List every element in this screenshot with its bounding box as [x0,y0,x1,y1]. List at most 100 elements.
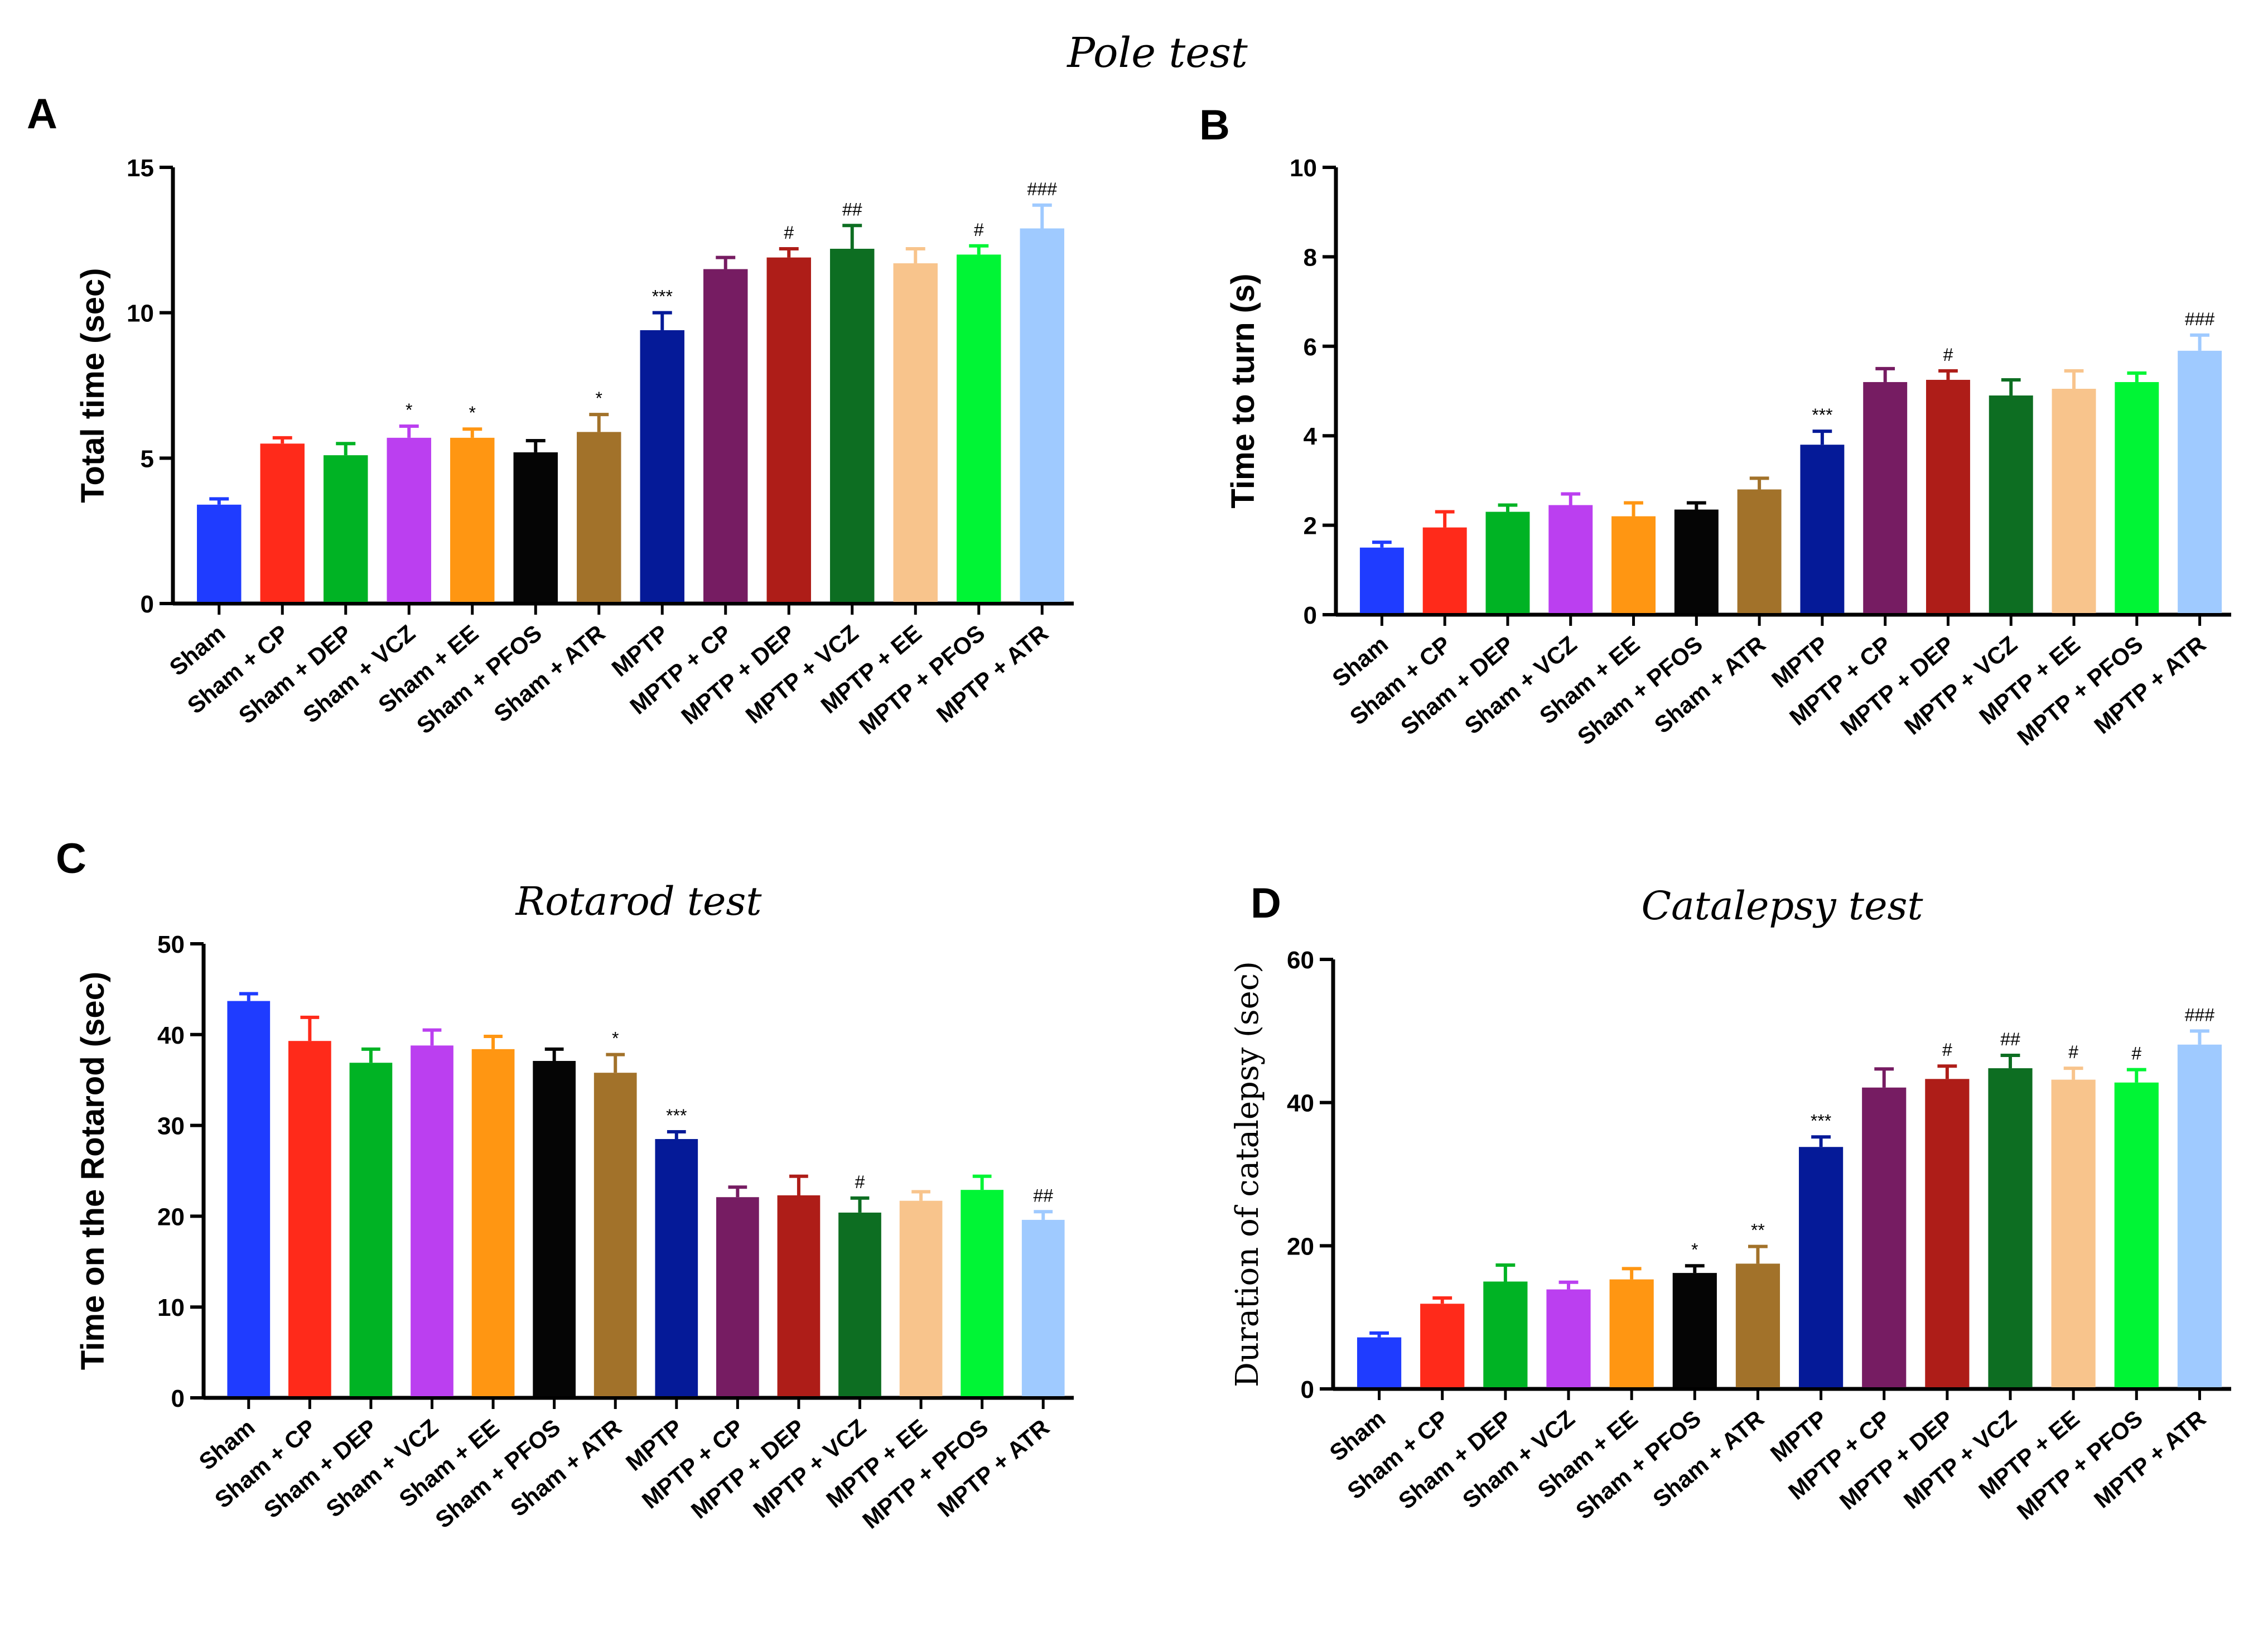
bar [777,1195,821,1396]
bar [1420,1304,1465,1387]
bar [387,437,431,602]
bar [1485,512,1530,613]
significance-label: ## [2000,1029,2020,1049]
y-tick-label: 0 [141,591,154,618]
significance-label: *** [1811,1111,1831,1131]
significance-label: ### [2185,1005,2215,1025]
significance-label: * [612,1029,619,1049]
significance-label: *** [652,287,673,307]
panel-letter: C [56,835,86,882]
bar [766,257,811,602]
bar [1611,516,1656,613]
panel-letter: B [1199,102,1230,149]
bar [577,432,621,602]
bar [1863,382,1908,613]
y-tick-label: 4 [1304,423,1318,450]
bar [227,1001,271,1396]
bar [349,1063,393,1396]
y-tick-label: 10 [157,1294,185,1321]
y-tick-label: 15 [127,155,154,182]
panel-letter: A [27,90,57,138]
bar [1546,1289,1591,1387]
bar [197,504,242,602]
panel-title: Rotarod test [515,879,763,924]
bar [533,1061,576,1396]
y-axis-label: Time to turn (s) [1225,273,1261,508]
significance-label: # [2068,1042,2078,1062]
bar [838,1212,881,1396]
bar [2178,350,2222,613]
y-axis-label: Duration of catalepsy (sec) [1229,961,1266,1387]
bar [1800,445,1845,613]
bar [1020,228,1064,602]
panel-d: D Catalepsy test 0 20 40 60 Duration of catale… [1229,880,2231,1525]
bar [1359,547,1404,613]
bar [2051,1079,2096,1387]
significance-label: * [406,400,412,420]
bar [716,1197,759,1396]
y-axis-label: Time on the Rotarod (sec) [75,972,111,1370]
y-tick-label: 20 [1287,1233,1314,1260]
bar [1989,395,2033,613]
x-tick-label: MPTP + ATR [2089,1405,2211,1513]
bar [2052,388,2096,613]
bar [324,455,368,602]
bar [640,330,684,602]
bar [1672,1273,1717,1387]
y-tick-label: 0 [1304,602,1317,629]
x-tick-label: Sham + ATR [489,620,610,727]
significance-label: # [855,1172,865,1192]
significance-label: # [2131,1044,2141,1064]
y-axis-label: Total time (sec) [75,268,111,503]
y-tick-label: 0 [171,1385,185,1412]
significance-label: ## [1033,1185,1053,1205]
panel-c: C Rotarod test 0 10 20 30 40 50 Time on the Rota… [56,835,1074,1534]
y-tick-label: 30 [157,1113,185,1140]
y-tick-label: 8 [1304,244,1317,271]
figure-title: Pole test [1066,29,1248,77]
bar [893,263,938,602]
bar [1674,509,1719,613]
bar [899,1200,943,1396]
bar [2177,1044,2222,1387]
bar [957,254,1001,602]
y-tick-label: 2 [1304,513,1317,540]
bar [961,1190,1003,1396]
bar [450,437,495,602]
bar [2114,1082,2159,1387]
significance-label: # [784,223,794,243]
y-tick-label: 40 [157,1022,185,1049]
bar [2115,382,2159,613]
bar [288,1041,331,1396]
significance-label: *** [1812,405,1832,425]
significance-label: # [1943,345,1953,365]
y-tick-label: 40 [1287,1090,1314,1117]
significance-label: * [469,403,476,423]
bar [1548,505,1593,613]
bar [1422,527,1467,613]
bar [260,443,305,602]
bar [703,269,748,602]
bar [1357,1337,1402,1387]
bar [655,1139,698,1396]
significance-label: * [1691,1239,1698,1260]
y-tick-label: 20 [157,1203,185,1231]
significance-label: ** [1751,1220,1765,1241]
bar [1988,1068,2033,1387]
bar [593,1073,637,1396]
y-tick-label: 6 [1304,334,1317,361]
significance-label: ### [1027,179,1058,199]
bar [513,452,558,602]
x-tick-label: Sham + ATR [1649,631,1770,739]
bar [1021,1219,1065,1396]
significance-label: # [1942,1040,1952,1060]
y-tick-label: 60 [1287,947,1314,974]
bar [471,1049,515,1396]
y-tick-label: 0 [1301,1376,1314,1403]
significance-label: # [974,220,984,240]
bar [1862,1087,1907,1387]
